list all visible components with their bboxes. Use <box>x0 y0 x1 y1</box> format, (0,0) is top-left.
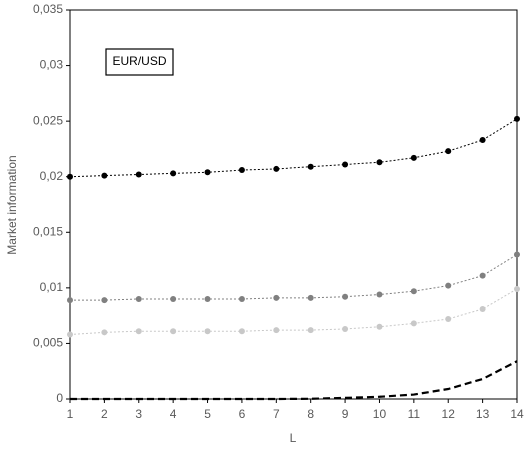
data-point <box>101 329 108 336</box>
data-point <box>479 272 486 279</box>
data-point <box>238 295 245 302</box>
x-tick-label: 6 <box>239 407 246 421</box>
y-tick-label: 0,015 <box>33 224 63 238</box>
annotation: EUR/USD <box>112 54 166 68</box>
y-tick-label: 0,025 <box>33 113 63 127</box>
data-point <box>273 327 280 334</box>
data-point <box>307 294 314 301</box>
data-point <box>445 148 452 155</box>
data-point <box>445 315 452 322</box>
data-point <box>135 171 142 178</box>
data-point <box>514 285 520 292</box>
data-point <box>238 167 245 174</box>
data-point <box>101 297 108 304</box>
x-tick-label: 5 <box>204 407 211 421</box>
x-tick-label: 13 <box>476 407 490 421</box>
data-point <box>514 251 520 258</box>
x-tick-label: 4 <box>170 407 177 421</box>
data-point <box>67 173 73 180</box>
data-point <box>376 159 383 166</box>
x-tick-label: 14 <box>510 407 524 421</box>
data-point <box>135 295 142 302</box>
data-point <box>445 282 452 289</box>
x-tick-label: 10 <box>373 407 387 421</box>
data-point <box>514 115 520 122</box>
data-point <box>101 172 108 179</box>
x-tick-label: 7 <box>273 407 280 421</box>
y-tick-label: 0,02 <box>40 169 64 183</box>
data-point <box>342 161 349 168</box>
data-point <box>204 328 211 335</box>
x-tick-label: 3 <box>135 407 142 421</box>
data-point <box>342 293 349 300</box>
y-axis-label: Market information <box>5 155 19 254</box>
data-point <box>376 323 383 330</box>
series-line <box>70 254 518 301</box>
data-point <box>170 328 177 335</box>
data-point <box>170 170 177 177</box>
y-tick-label: 0 <box>56 391 63 405</box>
data-point <box>410 154 417 161</box>
x-tick-label: 2 <box>101 407 108 421</box>
annotation-box <box>105 48 174 76</box>
y-tick-label: 0,005 <box>33 336 63 350</box>
x-tick-label: 8 <box>307 407 314 421</box>
y-tick-label: 0,035 <box>33 2 63 16</box>
data-point <box>410 288 417 295</box>
series-line <box>70 360 518 401</box>
data-point <box>307 327 314 334</box>
x-tick-label: 1 <box>67 407 74 421</box>
x-tick-label: 9 <box>342 407 349 421</box>
data-point <box>273 294 280 301</box>
y-tick-label: 0,03 <box>40 58 64 72</box>
data-point <box>67 297 73 304</box>
x-tick-label: 12 <box>442 407 456 421</box>
data-point <box>342 325 349 332</box>
data-point <box>479 137 486 144</box>
data-point <box>479 305 486 312</box>
data-point <box>204 295 211 302</box>
data-point <box>238 328 245 335</box>
data-point <box>67 331 73 338</box>
data-point <box>410 320 417 327</box>
y-tick-label: 0,01 <box>40 280 64 294</box>
data-point <box>307 163 314 170</box>
x-axis-label: L <box>290 431 297 445</box>
data-point <box>273 165 280 172</box>
data-point <box>204 169 211 176</box>
series-line <box>69 118 518 178</box>
series-line <box>69 288 518 336</box>
x-tick-label: 11 <box>408 407 421 421</box>
data-point <box>135 328 142 335</box>
data-point <box>170 295 177 302</box>
data-point <box>376 291 383 298</box>
